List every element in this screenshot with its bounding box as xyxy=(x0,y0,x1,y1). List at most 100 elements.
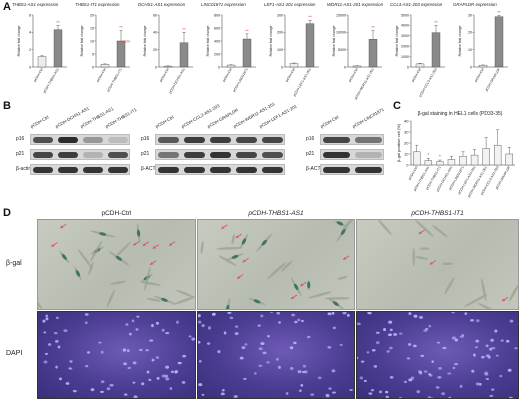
chart-a-7: CCL3-AS1-203 expression 0 1000 2000 3000 4000… xyxy=(390,2,450,98)
nucleus xyxy=(257,324,261,327)
blot-band xyxy=(158,137,179,143)
nucleus xyxy=(389,328,393,332)
nucleus xyxy=(53,331,58,335)
nucleus xyxy=(136,315,140,318)
nucleus xyxy=(413,314,418,318)
nucleus xyxy=(418,370,422,374)
nucleus xyxy=(133,395,138,398)
nucleus xyxy=(198,359,202,363)
blot-band xyxy=(108,137,128,143)
bar xyxy=(163,65,173,68)
blot-band xyxy=(236,152,257,158)
nucleus xyxy=(428,373,432,376)
cell xyxy=(415,220,434,237)
nucleus xyxy=(55,365,58,369)
blot-membrane-row xyxy=(155,164,285,175)
blot-lane-header: pCDH-WDR11-AS1-201 xyxy=(232,101,276,129)
y-tick-label: 5000 xyxy=(338,48,346,52)
beta-gal-stain xyxy=(336,221,344,226)
y-tick-label: 30 xyxy=(404,129,409,134)
nucleus xyxy=(508,396,513,398)
nucleus xyxy=(181,380,186,384)
nucleus xyxy=(447,372,452,375)
nucleus xyxy=(47,343,52,346)
beta-gal-stain xyxy=(136,229,141,237)
nucleus xyxy=(151,358,155,362)
dapi-micrograph xyxy=(37,311,196,399)
nucleus xyxy=(267,335,270,338)
nucleus xyxy=(386,350,390,353)
bar xyxy=(37,56,47,68)
blot-band xyxy=(83,167,103,173)
nucleus xyxy=(43,360,48,364)
chart-a-title: GRAPLDR expression xyxy=(453,2,497,7)
beta-gal-stain xyxy=(161,297,168,302)
y-tick-label: 6 xyxy=(29,13,31,17)
nucleus xyxy=(425,327,429,331)
nucleus xyxy=(243,377,247,380)
nucleus xyxy=(135,328,139,331)
bar xyxy=(431,32,441,68)
nucleus xyxy=(478,382,482,386)
y-axis-label: Relative fold change xyxy=(80,26,84,57)
nucleus xyxy=(182,354,187,358)
x-tick-label: pCDH-Ctrl xyxy=(33,67,44,82)
nucleus xyxy=(509,319,514,323)
blot-membrane-row xyxy=(30,164,130,175)
nucleus xyxy=(307,335,311,339)
chart-a-4: LINC01871 expression 0 200 400 600 800 Relativ… xyxy=(201,2,261,93)
significance-mark: * xyxy=(439,155,441,161)
nucleus xyxy=(505,339,510,343)
bar xyxy=(53,29,63,68)
nucleus xyxy=(155,356,160,359)
nucleus xyxy=(229,316,234,320)
blot-band xyxy=(33,137,53,143)
significance-mark: ** xyxy=(182,27,186,32)
nucleus xyxy=(475,382,480,386)
chart-c-title: β-gal staining in HEL1 cells (PD33-35) xyxy=(417,111,503,117)
y-tick-label: 0 xyxy=(406,162,409,167)
cell xyxy=(144,266,151,291)
blot-band xyxy=(33,167,53,173)
nucleus xyxy=(90,388,95,392)
y-tick-label: 200 xyxy=(214,52,220,56)
y-tick-label: 5000 xyxy=(401,13,409,17)
nucleus xyxy=(441,392,446,396)
nucleus xyxy=(317,376,322,380)
y-tick-label: 300 xyxy=(277,13,283,17)
nucleus xyxy=(451,312,455,314)
nucleus xyxy=(481,355,485,359)
nucleus xyxy=(188,335,192,338)
nucleus xyxy=(389,346,393,350)
nucleus xyxy=(439,397,442,398)
cell-layer xyxy=(200,220,354,309)
nucleus xyxy=(507,368,512,372)
nucleus xyxy=(371,349,376,352)
nucleus xyxy=(161,374,166,378)
blot-membrane-row xyxy=(320,134,384,145)
nucleus xyxy=(45,314,49,318)
blot-row-label: p21 xyxy=(141,151,150,157)
nucleus xyxy=(170,370,175,373)
chart-a-plot: 0 2 4 6 Relative fold change pCDH-Ctrl ** pCDH-… xyxy=(17,13,67,94)
nucleus xyxy=(514,347,518,350)
bar xyxy=(493,144,502,166)
blot-band xyxy=(262,167,283,173)
x-tick-label: pCDH-THBS1-IT1 xyxy=(106,67,123,92)
nucleus xyxy=(221,389,225,392)
blot-band xyxy=(323,167,350,173)
nucleus xyxy=(485,344,489,348)
nucleus xyxy=(262,351,267,355)
nucleus xyxy=(155,321,159,325)
x-tick-label: pCDH-Ctrl xyxy=(411,67,422,82)
nucleus xyxy=(470,319,475,322)
nucleus xyxy=(388,320,393,324)
nucleus xyxy=(489,394,494,397)
nucleus xyxy=(206,342,211,345)
bar xyxy=(289,63,299,68)
y-tick-label: 800 xyxy=(214,13,220,17)
chart-a-plot: 0 10 20 30 Relative fold change pCDH-Ctrl ** pC… xyxy=(458,10,508,92)
nucleus xyxy=(500,339,504,342)
nucleus xyxy=(131,319,135,323)
nucleus xyxy=(471,369,475,373)
